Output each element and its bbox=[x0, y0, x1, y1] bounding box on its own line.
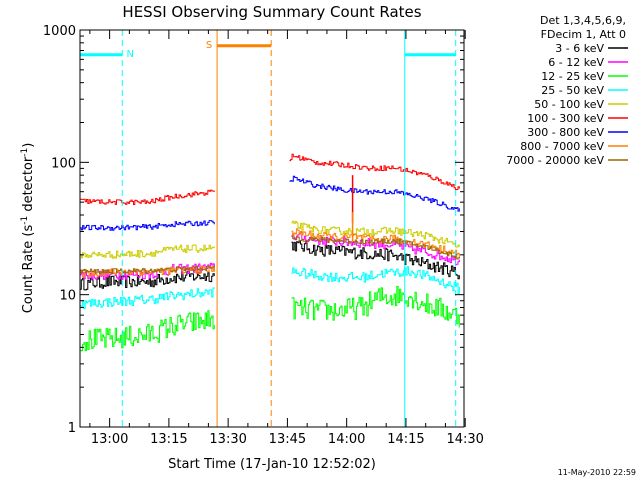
series-2-segment-0 bbox=[80, 310, 215, 352]
series-4 bbox=[80, 220, 460, 259]
series-3-segment-0 bbox=[80, 287, 215, 310]
x-tick-label-4: 14:00 bbox=[328, 432, 365, 447]
series-3 bbox=[80, 266, 460, 310]
y-tick-label-0: 1 bbox=[68, 421, 76, 436]
legend-label-7: 800 - 7000 keV bbox=[520, 140, 604, 153]
series-8-segment-0 bbox=[80, 265, 215, 275]
y-axis-label: Count Rate (s-1 detector-1) bbox=[20, 143, 36, 314]
y-tick-label-3: 1000 bbox=[43, 24, 76, 39]
series-4-segment-1 bbox=[291, 220, 460, 248]
legend-label-3: 25 - 50 keV bbox=[541, 84, 604, 97]
x-tick-label-2: 13:30 bbox=[209, 432, 246, 447]
legend-label-0: 3 - 6 keV bbox=[555, 42, 604, 55]
y-axis-label-base: Count Rate (s bbox=[21, 225, 36, 314]
x-tick-label-5: 14:15 bbox=[387, 432, 424, 447]
axes: 1 10 100 1000 13:00 13:15 13:30 13:45 14:00 14:15… bbox=[43, 24, 484, 447]
y-axis-label-end: ) bbox=[21, 143, 36, 148]
legend-label-1: 6 - 12 keV bbox=[548, 56, 604, 69]
y-tick-label-1: 10 bbox=[59, 289, 76, 304]
y-axis-label-sup1: -1 bbox=[20, 216, 30, 225]
y-tick-label-2: 100 bbox=[51, 156, 76, 171]
x-tick-label-3: 13:45 bbox=[269, 432, 306, 447]
series-5 bbox=[80, 153, 460, 205]
series-2-segment-1 bbox=[291, 285, 460, 328]
legend-label-5: 100 - 300 keV bbox=[527, 112, 604, 125]
x-tick-label-6: 14:30 bbox=[446, 432, 483, 447]
series-0 bbox=[80, 240, 460, 291]
legend-label-4: 50 - 100 keV bbox=[534, 98, 604, 111]
plot-data: NS bbox=[79, 30, 460, 427]
interval-label-0: N bbox=[127, 49, 134, 60]
legend-label-8: 7000 - 20000 keV bbox=[506, 154, 604, 167]
chart-title: HESSI Observing Summary Count Rates bbox=[122, 3, 421, 21]
series-5-segment-0 bbox=[80, 189, 215, 205]
series-6-segment-1 bbox=[289, 175, 460, 212]
series-6 bbox=[80, 175, 460, 231]
series-6-segment-0 bbox=[80, 220, 215, 231]
legend-header-0: Det 1,3,4,5,6,9, bbox=[540, 14, 626, 27]
series-8-segment-1 bbox=[291, 235, 460, 260]
series-2 bbox=[80, 285, 460, 352]
x-tick-label-1: 13:15 bbox=[150, 432, 187, 447]
plot-frame bbox=[79, 29, 465, 428]
series-4-segment-0 bbox=[80, 244, 215, 259]
footer-timestamp: 11-May-2010 22:59 bbox=[558, 468, 636, 477]
y-axis-label-mid: detector bbox=[21, 156, 36, 216]
legend-label-6: 300 - 800 keV bbox=[527, 126, 604, 139]
x-axis-label: Start Time (17-Jan-10 12:52:02) bbox=[168, 457, 376, 472]
series-0-segment-1 bbox=[291, 240, 460, 280]
series-1-segment-1 bbox=[291, 231, 460, 266]
series-0-segment-0 bbox=[80, 270, 215, 291]
legend-header-1: FDecim 1, Att 0 bbox=[541, 28, 626, 41]
legend: Det 1,3,4,5,6,9,FDecim 1, Att 03 - 6 keV… bbox=[506, 14, 628, 167]
series-1-segment-0 bbox=[80, 262, 215, 280]
series-5-segment-1 bbox=[289, 153, 460, 191]
y-axis-label-sup2: -1 bbox=[20, 148, 30, 157]
interval-label-1: S bbox=[206, 40, 212, 51]
series-8 bbox=[80, 235, 460, 275]
x-tick-label-0: 13:00 bbox=[91, 432, 128, 447]
series-3-segment-1 bbox=[291, 266, 460, 294]
legend-label-2: 12 - 25 keV bbox=[541, 70, 604, 83]
